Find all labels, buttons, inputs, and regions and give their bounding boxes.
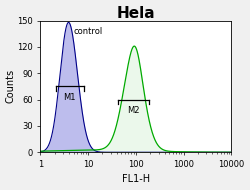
- Title: Hela: Hela: [116, 6, 155, 21]
- Text: M2: M2: [127, 106, 140, 115]
- Text: M1: M1: [63, 93, 75, 101]
- Text: control: control: [74, 27, 103, 36]
- Y-axis label: Counts: Counts: [6, 69, 16, 104]
- X-axis label: FL1-H: FL1-H: [122, 174, 150, 184]
